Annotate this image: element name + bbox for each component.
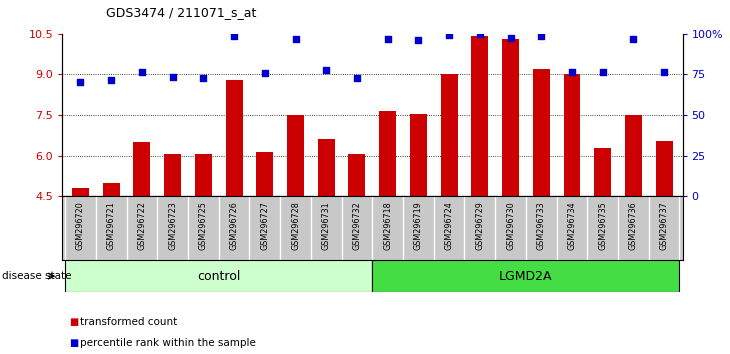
Point [535, 34, 547, 39]
Text: GSM296724: GSM296724 [445, 201, 453, 250]
Bar [256, 152, 273, 196]
Text: GSM296736: GSM296736 [629, 201, 638, 250]
Point [566, 69, 578, 74]
Bar [533, 69, 550, 196]
Point [74, 80, 86, 85]
Text: GSM296719: GSM296719 [414, 201, 423, 250]
Text: control: control [197, 270, 240, 282]
Point [166, 74, 178, 80]
Point [382, 36, 393, 42]
Bar [195, 154, 212, 196]
Point [504, 35, 516, 41]
Point [136, 69, 147, 74]
Bar [594, 148, 611, 196]
Text: ■: ■ [69, 338, 79, 348]
Point [628, 36, 639, 42]
Point [320, 67, 332, 73]
Text: GSM296731: GSM296731 [322, 201, 331, 250]
Text: GSM296730: GSM296730 [506, 201, 515, 250]
Text: GSM296718: GSM296718 [383, 201, 392, 250]
Point [351, 76, 363, 81]
Bar [372, 260, 680, 292]
Text: disease state: disease state [2, 271, 72, 281]
Point [658, 69, 670, 74]
Bar [502, 39, 519, 196]
Bar [72, 188, 89, 196]
Bar [441, 74, 458, 196]
Text: GSM296735: GSM296735 [598, 201, 607, 250]
Text: GSM296723: GSM296723 [168, 201, 177, 250]
Text: GSM296734: GSM296734 [567, 201, 577, 250]
Bar [410, 114, 427, 196]
Text: ■: ■ [69, 317, 79, 327]
Bar [65, 260, 372, 292]
Point [198, 76, 210, 81]
Text: GSM296725: GSM296725 [199, 201, 208, 250]
Bar [656, 141, 672, 196]
Text: GDS3474 / 211071_s_at: GDS3474 / 211071_s_at [106, 6, 256, 19]
Text: GSM296732: GSM296732 [353, 201, 361, 250]
Text: transformed count: transformed count [80, 317, 177, 327]
Text: GSM296726: GSM296726 [229, 201, 239, 250]
Text: GSM296737: GSM296737 [660, 201, 669, 250]
Text: percentile rank within the sample: percentile rank within the sample [80, 338, 256, 348]
Bar [379, 111, 396, 196]
Point [597, 69, 609, 74]
Text: GSM296721: GSM296721 [107, 201, 115, 250]
Bar [318, 139, 334, 196]
Text: GSM296733: GSM296733 [537, 201, 546, 250]
Point [105, 77, 117, 82]
Bar [103, 183, 120, 196]
Bar [134, 142, 150, 196]
Bar [472, 36, 488, 196]
Point [290, 36, 301, 42]
Text: GSM296720: GSM296720 [76, 201, 85, 250]
Text: GSM296729: GSM296729 [475, 201, 484, 250]
Text: GSM296728: GSM296728 [291, 201, 300, 250]
Point [228, 34, 240, 39]
Bar [287, 115, 304, 196]
Point [474, 31, 485, 36]
Bar [348, 154, 366, 196]
Bar [226, 80, 242, 196]
Bar [564, 74, 580, 196]
Bar [625, 115, 642, 196]
Point [412, 37, 424, 42]
Point [259, 70, 271, 76]
Text: GSM296727: GSM296727 [261, 201, 269, 250]
Point [443, 32, 455, 38]
Bar [164, 154, 181, 196]
Text: LGMD2A: LGMD2A [499, 270, 553, 282]
Text: GSM296722: GSM296722 [137, 201, 147, 250]
